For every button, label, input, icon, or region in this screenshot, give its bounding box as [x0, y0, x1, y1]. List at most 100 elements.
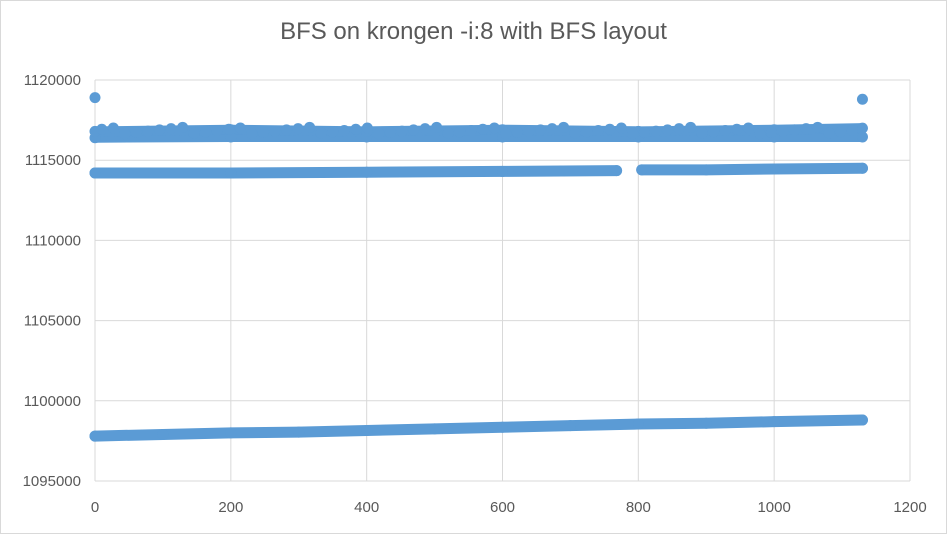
x-tick-label: 1000	[757, 499, 790, 516]
data-points	[89, 92, 868, 442]
outlier-point	[856, 93, 868, 105]
data-point	[396, 125, 408, 137]
data-point	[777, 125, 789, 137]
data-point	[454, 126, 466, 138]
data-point	[96, 123, 108, 135]
y-tick-labels: 1095000 1100000 1105000 1110000 1115000 11200…	[23, 72, 81, 490]
data-point	[662, 124, 674, 136]
data-point	[408, 124, 420, 136]
data-point	[768, 416, 780, 428]
middle-band-line-0	[89, 165, 623, 179]
data-point	[569, 127, 581, 139]
x-tick-label: 400	[354, 499, 379, 516]
data-point	[856, 162, 868, 174]
data-point	[429, 423, 441, 435]
y-tick-label: 1110000	[25, 232, 81, 249]
y-tick-label: 1100000	[24, 393, 81, 410]
data-point	[581, 126, 593, 138]
data-point	[361, 122, 373, 134]
data-point	[700, 417, 712, 429]
data-point	[708, 126, 720, 138]
data-point	[154, 124, 166, 136]
data-point	[696, 127, 708, 139]
data-point	[592, 125, 604, 137]
data-point	[431, 121, 443, 133]
x-tick-label: 200	[218, 499, 243, 516]
data-point	[223, 123, 235, 135]
data-point	[636, 164, 648, 176]
data-point	[304, 121, 316, 133]
data-point	[384, 126, 396, 138]
data-point	[731, 123, 743, 135]
data-point	[523, 125, 535, 137]
data-point	[338, 125, 350, 137]
gridlines	[94, 79, 911, 482]
data-point	[846, 125, 858, 137]
data-point	[107, 122, 119, 134]
data-point	[768, 163, 780, 175]
data-point	[823, 127, 835, 139]
data-point	[497, 165, 508, 177]
data-point	[856, 414, 868, 426]
outlier-point	[89, 92, 101, 104]
data-point	[269, 125, 281, 137]
data-point	[361, 166, 373, 178]
data-point	[650, 125, 662, 137]
data-point	[157, 428, 169, 440]
data-point	[257, 126, 269, 138]
x-tick-label: 600	[490, 499, 515, 516]
data-point	[142, 125, 154, 137]
data-point	[558, 121, 570, 133]
data-point	[361, 424, 373, 436]
data-point	[225, 167, 237, 179]
data-point	[856, 131, 868, 143]
data-point	[611, 165, 623, 177]
data-point	[234, 122, 246, 134]
data-point	[754, 128, 766, 140]
x-tick-label: 0	[91, 499, 99, 516]
data-point	[477, 123, 489, 135]
data-point	[627, 128, 639, 140]
x-tick-label: 1200	[893, 499, 926, 516]
y-tick-label: 1120000	[24, 72, 81, 89]
data-point	[511, 126, 523, 138]
chart-title: BFS on krongen -i:8 with BFS layout	[280, 18, 667, 45]
data-point	[465, 125, 477, 137]
y-tick-label: 1105000	[24, 313, 81, 330]
data-point	[685, 121, 697, 133]
data-point	[350, 123, 362, 135]
data-point	[211, 125, 223, 137]
data-point	[281, 124, 293, 136]
x-tick-label: 800	[626, 499, 651, 516]
y-tick-label: 1115000	[25, 152, 81, 169]
data-point	[442, 127, 454, 139]
data-point	[497, 421, 508, 433]
data-point	[719, 125, 731, 137]
middle-band-line-1	[636, 162, 868, 176]
data-point	[165, 123, 177, 135]
data-point	[615, 122, 627, 134]
data-point	[373, 128, 385, 140]
data-point	[535, 124, 547, 136]
data-point	[89, 430, 101, 442]
data-point	[119, 128, 131, 140]
data-point	[315, 127, 327, 139]
data-point	[564, 420, 576, 432]
data-point	[812, 121, 824, 133]
data-point	[856, 122, 868, 134]
data-point	[246, 128, 258, 140]
data-point	[488, 122, 500, 134]
data-point	[419, 123, 431, 135]
data-point	[765, 126, 777, 138]
data-point	[500, 128, 512, 140]
x-tick-labels: 0 200 400 600 800 1000 1200	[91, 499, 927, 516]
upper-band-line-0	[90, 131, 868, 143]
data-point	[188, 127, 200, 139]
data-point	[835, 126, 847, 138]
data-point	[200, 126, 212, 138]
data-point	[225, 427, 237, 439]
data-point	[789, 124, 801, 136]
data-point	[632, 418, 644, 430]
y-tick-label: 1095000	[23, 473, 81, 490]
